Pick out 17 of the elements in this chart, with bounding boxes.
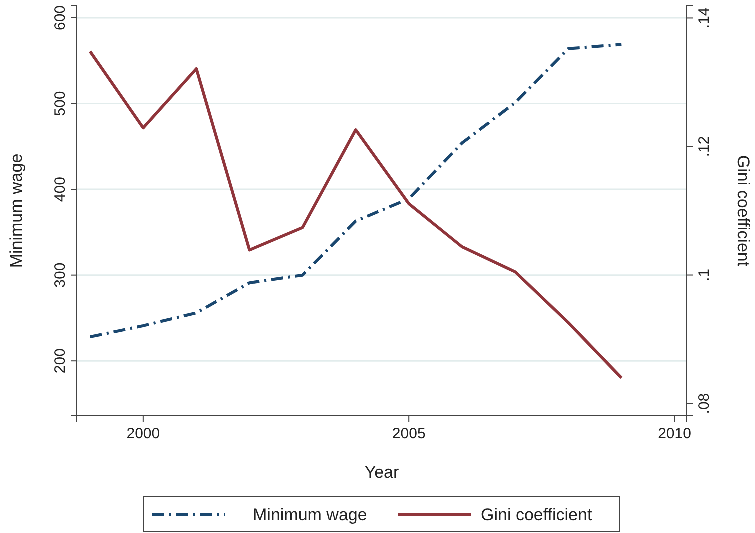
y-tick-label: 600 <box>52 5 69 31</box>
x-tick-label: 2000 <box>126 426 160 443</box>
legend-label: Gini coefficient <box>481 506 592 524</box>
y2-axis-title: Gini coefficient <box>734 155 753 267</box>
y-tick-label: 400 <box>52 177 69 202</box>
y2-tick-label: .08 <box>696 393 713 414</box>
x-tick-label: 2010 <box>658 426 692 443</box>
x-axis-title: Year <box>364 463 400 482</box>
legend-label: Minimum wage <box>253 506 368 524</box>
y-tick-label: 500 <box>52 91 69 116</box>
y-axis-title: Minimum wage <box>7 154 26 268</box>
y-tick-label: 300 <box>52 262 69 288</box>
y-tick-label: 200 <box>52 348 69 374</box>
y2-tick-label: .14 <box>696 8 713 29</box>
y2-tick-label: .1 <box>696 269 713 282</box>
x-tick-label: 2005 <box>392 426 426 443</box>
y2-tick-label: .12 <box>696 136 713 158</box>
